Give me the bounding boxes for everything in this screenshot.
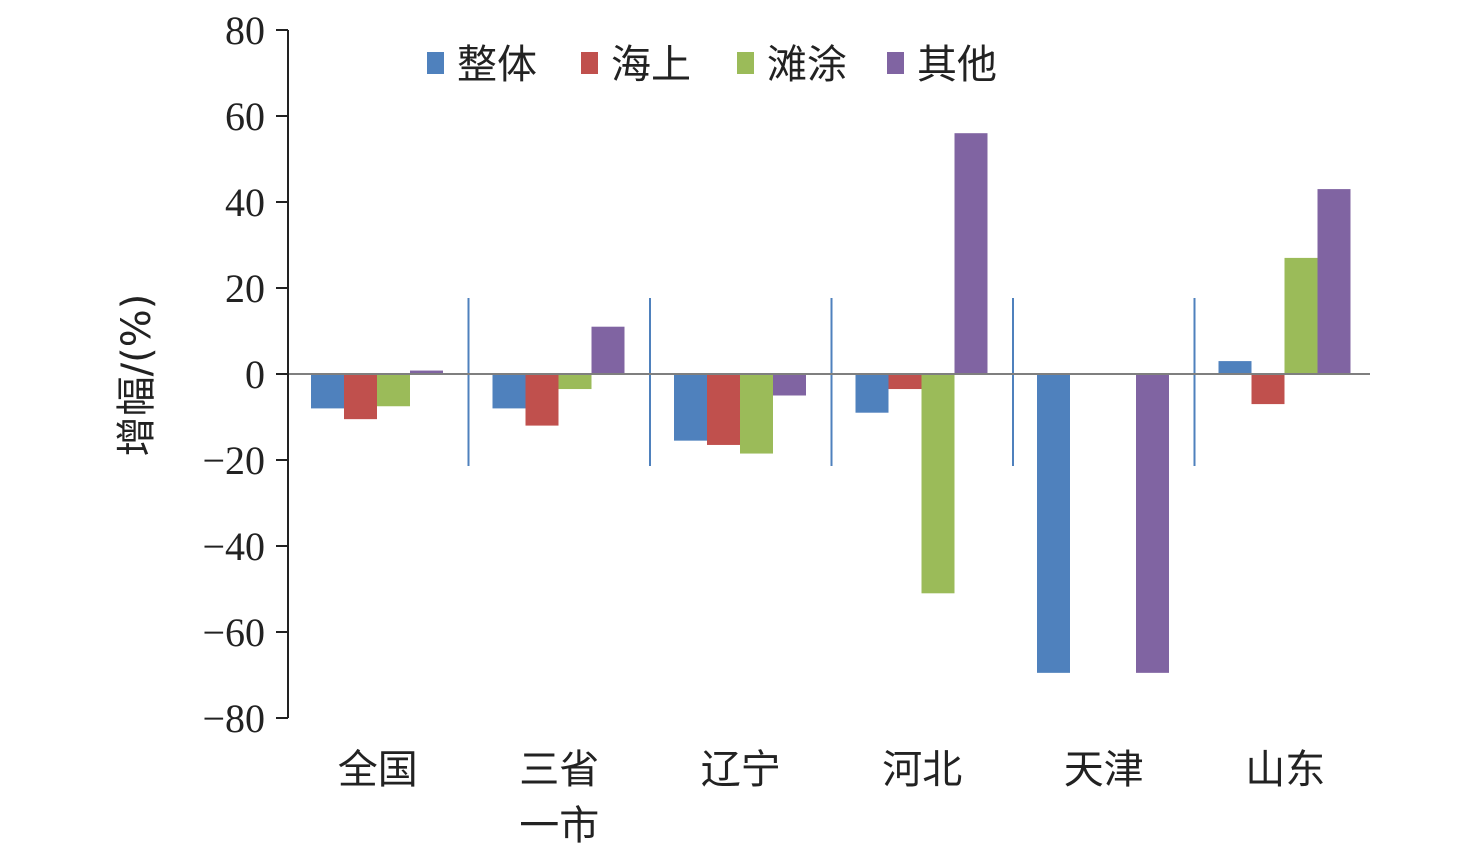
legend: 整体 海上 滩涂 其他 <box>427 42 997 88</box>
bar-整体-3 <box>855 374 889 413</box>
bar-滩涂-2 <box>740 374 773 454</box>
y-tick-label: −60 <box>202 610 265 655</box>
y-axis-label: 增幅/(%) <box>114 294 160 457</box>
y-tick-label: 40 <box>225 180 265 225</box>
bar-滩涂-1 <box>558 374 592 390</box>
y-tick-label: −40 <box>202 524 265 569</box>
legend-swatch-滩涂 <box>737 52 754 74</box>
category-separators <box>467 298 1196 466</box>
bar-海上-2 <box>707 374 740 445</box>
y-tick-label: 20 <box>225 266 265 311</box>
legend-swatch-其他 <box>887 52 904 74</box>
legend-label-其他: 其他 <box>917 42 997 88</box>
bar-其他-1 <box>591 326 625 374</box>
y-tick-label: −80 <box>202 696 265 741</box>
y-tick-label: 60 <box>225 94 265 139</box>
bar-海上-5 <box>1251 374 1285 405</box>
y-tick-label: 0 <box>245 352 265 397</box>
bar-其他-5 <box>1317 189 1351 374</box>
bar-整体-1 <box>492 374 526 409</box>
category-label: 辽宁 <box>701 747 781 793</box>
bar-其他-2 <box>773 374 806 396</box>
legend-label-整体: 整体 <box>457 42 537 88</box>
category-label: 河北 <box>882 747 962 793</box>
y-tick-label: −20 <box>202 438 265 483</box>
bar-整体-5 <box>1218 361 1252 374</box>
bar-滩涂-5 <box>1284 257 1318 374</box>
bar-整体-4 <box>1037 374 1070 673</box>
bar-整体-0 <box>311 374 344 409</box>
y-tick-label: 80 <box>225 8 265 53</box>
bar-海上-1 <box>525 374 559 426</box>
category-label: 全国 <box>338 747 418 793</box>
bar-其他-0 <box>410 370 443 374</box>
category-label: 天津 <box>1064 747 1144 793</box>
legend-swatch-整体 <box>427 52 444 74</box>
bar-整体-2 <box>674 374 707 441</box>
bar-其他-4 <box>1136 374 1169 673</box>
y-axis-ticks: 80 60 40 20 0 −20 −40 −60 −80 <box>202 8 288 741</box>
legend-label-海上: 海上 <box>611 42 691 88</box>
category-label: 一市 <box>519 803 599 849</box>
bar-滩涂-3 <box>921 374 955 594</box>
bar-滩涂-0 <box>377 374 410 407</box>
bars-group <box>311 133 1351 673</box>
legend-swatch-海上 <box>581 52 598 74</box>
category-label: 三省 <box>519 747 599 793</box>
category-label: 山东 <box>1245 747 1325 793</box>
legend-label-滩涂: 滩涂 <box>767 42 847 88</box>
bar-其他-3 <box>954 133 988 374</box>
bar-海上-0 <box>344 374 377 420</box>
bar-海上-3 <box>888 374 922 390</box>
